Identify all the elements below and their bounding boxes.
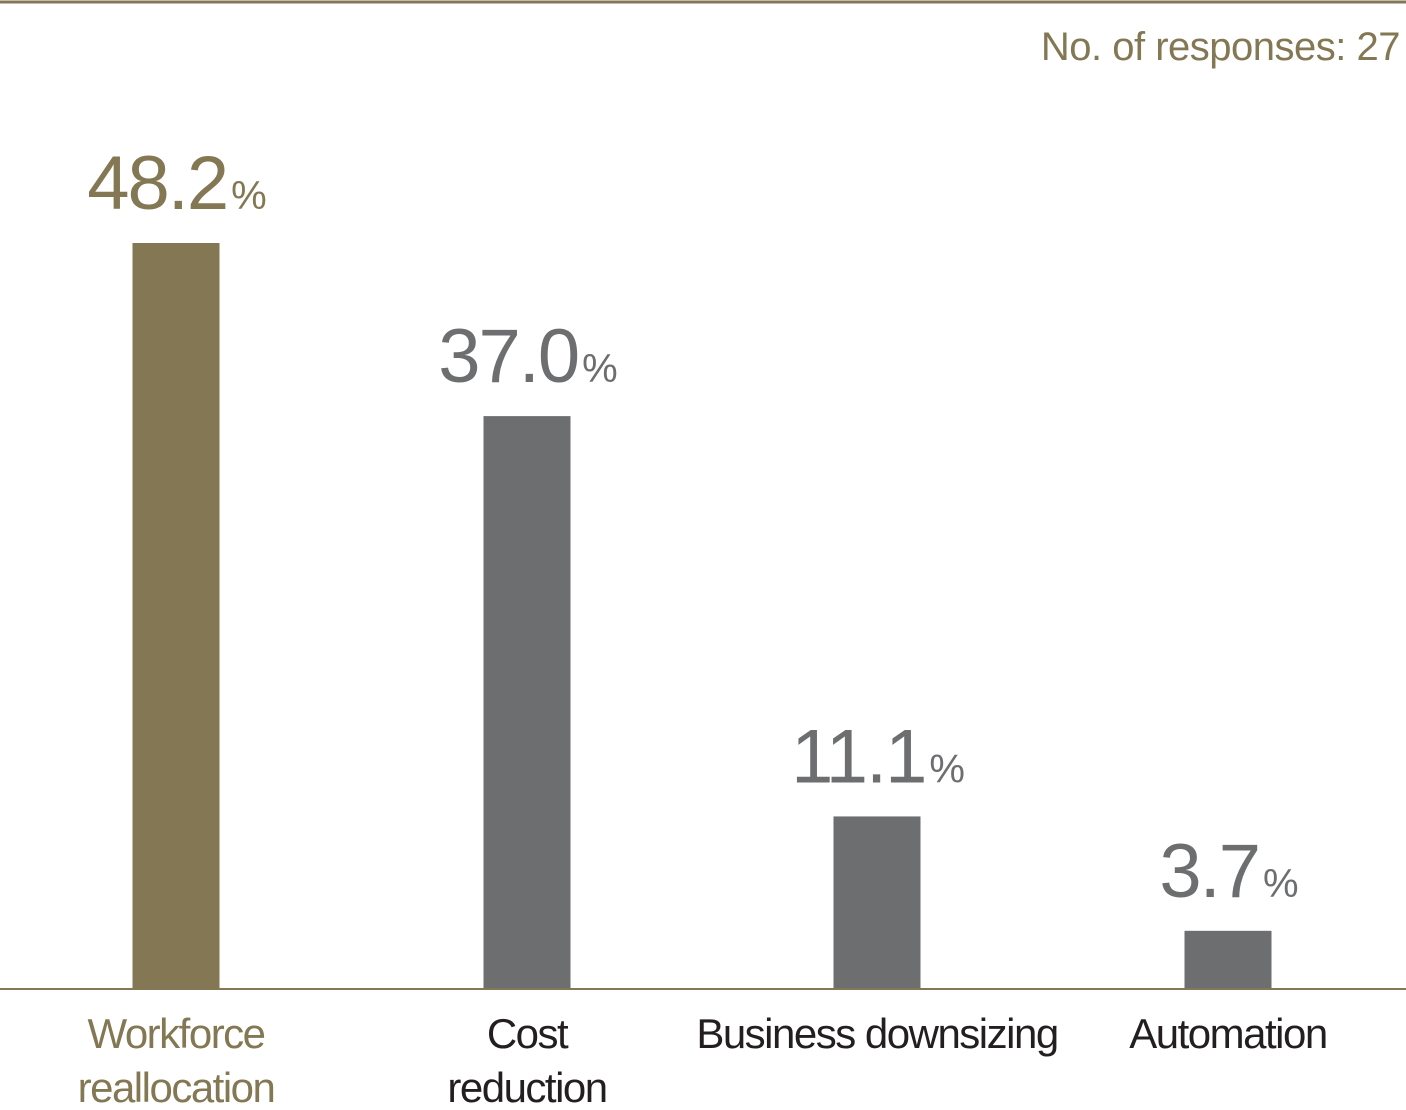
bar-2 <box>834 816 921 988</box>
bar-3 <box>1185 931 1272 988</box>
category-label-3-line-0: Automation <box>1129 1010 1326 1057</box>
value-label-0: 48.2% <box>87 141 266 226</box>
value-unit-2: % <box>929 747 964 791</box>
value-label-2: 11.1% <box>791 714 964 799</box>
value-label-3: 3.7% <box>1159 829 1298 914</box>
category-label-0-line-1: reallocation <box>78 1064 275 1110</box>
value-label-1: 37.0% <box>438 314 617 399</box>
value-number-1: 37.0 <box>438 314 578 399</box>
bar-0 <box>133 243 220 988</box>
category-label-2-line-0: Business downsizing <box>696 1010 1057 1057</box>
bar-1 <box>484 416 571 988</box>
value-unit-1: % <box>582 347 617 391</box>
value-number-3: 3.7 <box>1159 829 1259 914</box>
responses-note: No. of responses: 27 <box>1041 25 1400 69</box>
value-unit-3: % <box>1263 862 1298 906</box>
bars-group: 48.2 % Workforce reallocation 37.0 % Cost reduc… <box>78 141 1327 1110</box>
value-number-2: 11.1 <box>791 714 925 799</box>
value-unit-0: % <box>231 174 266 218</box>
category-label-0-line-0: Workforce <box>87 1010 264 1057</box>
category-label-1-line-0: Cost <box>487 1010 569 1057</box>
category-label-1-line-1: reduction <box>447 1064 606 1110</box>
value-number-0: 48.2 <box>87 141 227 226</box>
